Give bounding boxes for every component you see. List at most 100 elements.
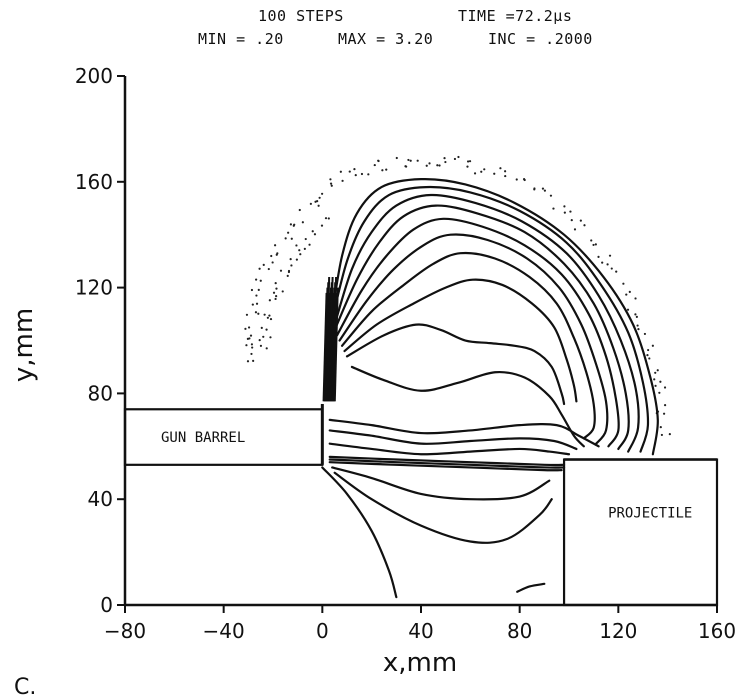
shock-dot: [493, 172, 496, 175]
contour-line: [333, 204, 630, 451]
shock-dot: [268, 299, 271, 302]
contour-line: [328, 461, 563, 472]
shock-dot: [646, 354, 649, 357]
x-tick-label: 120: [599, 619, 637, 643]
shock-dot: [255, 278, 258, 281]
shock-dot: [244, 327, 247, 330]
shock-dot: [341, 179, 344, 182]
shock-dot: [258, 338, 261, 342]
shock-dot: [301, 221, 304, 224]
shock-dot: [290, 264, 293, 267]
shock-dot: [407, 158, 410, 162]
shock-dot: [569, 210, 572, 213]
shock-dot: [606, 263, 609, 266]
shock-dot: [266, 316, 269, 319]
shock-dot: [648, 357, 651, 360]
region-label: PROJECTILE: [608, 506, 692, 522]
shock-dot: [308, 243, 311, 246]
shock-dot: [259, 279, 262, 282]
contour-lines: [321, 177, 659, 599]
shock-dot: [269, 336, 272, 339]
contour-line: [516, 582, 546, 593]
shock-dot: [257, 312, 260, 315]
shock-dot: [339, 170, 342, 173]
shock-dot: [658, 391, 661, 394]
shock-dot: [457, 155, 460, 159]
shock-dot: [324, 217, 328, 220]
shock-dot: [647, 348, 650, 352]
shock-dot: [634, 297, 637, 300]
contour-line: [350, 365, 585, 448]
shock-dot: [651, 344, 654, 347]
shock-dot: [250, 352, 253, 356]
shock-dot: [543, 189, 546, 192]
tick-labels: −80 −40 0 40 80 120 160 0 40 80 120 160 200: [75, 64, 736, 643]
shock-dot: [245, 313, 249, 316]
shock-dot: [654, 371, 657, 374]
shock-dot: [552, 207, 555, 210]
shock-dot: [563, 211, 566, 214]
shock-dot: [255, 294, 258, 297]
shock-dot: [348, 170, 351, 173]
shock-dot: [499, 167, 502, 170]
regions: GUN BARREL PROJECTILE: [123, 403, 719, 607]
shock-dot: [268, 314, 271, 317]
shock-dot: [258, 267, 261, 270]
shock-dot: [443, 157, 446, 160]
shock-dot: [597, 255, 600, 258]
shock-dot: [279, 269, 283, 272]
shock-dot: [259, 344, 263, 347]
shock-dot: [637, 328, 640, 331]
x-tick-label: 0: [316, 619, 329, 643]
shock-dot: [373, 163, 376, 167]
shock-dots: [244, 155, 671, 437]
shock-dot: [287, 269, 291, 273]
shock-dot: [395, 156, 398, 160]
axes: [117, 75, 718, 613]
region-label: GUN BARREL: [161, 430, 245, 446]
shock-dot: [275, 294, 278, 298]
shock-dot: [263, 313, 266, 316]
shock-dot: [250, 343, 254, 346]
shock-dot: [656, 369, 659, 372]
contour-line: [331, 466, 551, 501]
shock-dot: [262, 335, 265, 338]
shock-dot: [287, 231, 290, 234]
shock-dot: [309, 202, 312, 205]
shock-dot: [271, 261, 274, 264]
shock-dot: [274, 297, 277, 301]
shock-dot: [327, 217, 330, 220]
shock-dot: [522, 178, 526, 181]
shock-dot: [533, 187, 536, 190]
contour-line: [331, 177, 659, 456]
shock-dot: [549, 194, 553, 197]
shock-dot: [316, 200, 319, 203]
shock-dot: [385, 168, 388, 171]
shock-dot: [453, 157, 457, 161]
shock-dot: [635, 315, 638, 318]
contour-line: [328, 442, 571, 456]
shock-dot: [504, 170, 507, 173]
contour-line: [340, 251, 596, 440]
shock-dot: [466, 165, 469, 168]
shock-dot: [583, 224, 586, 227]
shock-dot: [251, 303, 254, 306]
x-tick-label: 160: [698, 619, 736, 643]
shock-dot: [274, 281, 277, 285]
shock-dot: [480, 170, 483, 173]
shock-dot: [367, 173, 370, 176]
shock-dot: [626, 308, 630, 311]
shock-dot: [663, 386, 667, 389]
shock-dot: [416, 159, 419, 162]
shock-dot: [289, 257, 292, 261]
contour-line: [345, 323, 566, 406]
contour-line: [328, 455, 566, 467]
header-time: TIME =72.2μs: [458, 7, 573, 25]
region-box: [123, 408, 324, 466]
shock-dot: [265, 347, 268, 350]
shock-dot: [260, 326, 263, 329]
shock-dot: [541, 187, 545, 190]
contour-line: [328, 458, 566, 469]
shock-dot: [381, 169, 384, 172]
